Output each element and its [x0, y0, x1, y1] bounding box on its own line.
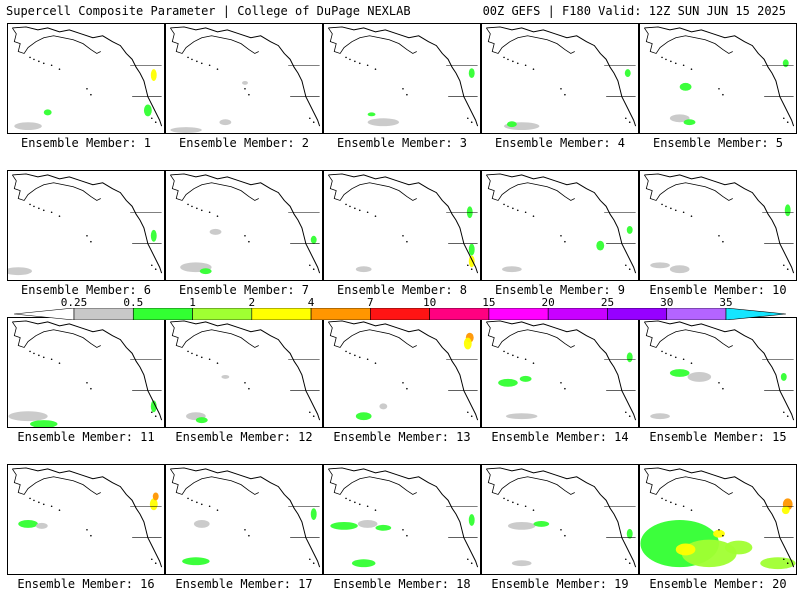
ensemble-member-label: Ensemble Member: 11: [17, 430, 155, 444]
colorbar-segment: [310, 308, 371, 320]
ensemble-map-panel: [165, 23, 323, 134]
colorbar-tick-label: 0.5: [123, 296, 144, 309]
colorbar-tick-label: 25: [600, 296, 615, 309]
colorbar-tick-label: 30: [660, 296, 674, 309]
colorbar-tick-label: 15: [482, 296, 496, 309]
ensemble-map-panel: [7, 464, 165, 575]
colorbar-segment: [14, 308, 75, 320]
ensemble-map-panel: [323, 317, 481, 428]
ensemble-member-label: Ensemble Member: 18: [333, 577, 471, 591]
ensemble-member-label: Ensemble Member: 4: [494, 136, 626, 150]
ensemble-map-panel: [7, 170, 165, 281]
ensemble-map-panel: [481, 317, 639, 428]
ensemble-map-panel: [639, 23, 797, 134]
colorbar-segment: [666, 308, 727, 320]
ensemble-member-label: Ensemble Member: 16: [17, 577, 155, 591]
ensemble-member-label: Ensemble Member: 6: [20, 283, 152, 297]
colorbar-tick-label: 1: [189, 296, 196, 309]
ensemble-member-label: Ensemble Member: 2: [178, 136, 310, 150]
colorbar-tick-label: 4: [307, 296, 315, 309]
colorbar-tick-label: 0.25: [60, 296, 88, 309]
ensemble-map-panel: [639, 464, 797, 575]
ensemble-member-label: Ensemble Member: 10: [649, 283, 787, 297]
ensemble-map-panel: [639, 170, 797, 281]
ensemble-map-panel: [165, 170, 323, 281]
ensemble-member-label: Ensemble Member: 5: [652, 136, 784, 150]
ensemble-member-label: Ensemble Member: 12: [175, 430, 313, 444]
ensemble-map-panel: [165, 464, 323, 575]
ensemble-map-panel: [7, 317, 165, 428]
colorbar-tick-label: 2: [248, 296, 256, 309]
ensemble-map-panel: [323, 170, 481, 281]
colorbar-segment: [488, 308, 549, 320]
ensemble-map-panel: [481, 23, 639, 134]
ensemble-map-panel: [323, 464, 481, 575]
colorbar-segment: [547, 308, 608, 320]
colorbar-tick-label: 7: [367, 296, 374, 309]
colorbar-tick-label: 35: [719, 296, 733, 309]
ensemble-map-panel: [639, 317, 797, 428]
ensemble-member-label: Ensemble Member: 19: [491, 577, 629, 591]
ensemble-member-label: Ensemble Member: 8: [336, 283, 468, 297]
colorbar-segment: [370, 308, 430, 320]
ensemble-member-label: Ensemble Member: 15: [649, 430, 787, 444]
colorbar-segment: [429, 308, 490, 320]
colorbar-segment: [132, 308, 193, 320]
ensemble-member-label: Ensemble Member: 3: [336, 136, 468, 150]
ensemble-member-label: Ensemble Member: 17: [175, 577, 313, 591]
colorbar-segment: [607, 308, 668, 320]
chart-title: Supercell Composite Parameter | College …: [6, 4, 411, 18]
colorbar: [14, 308, 786, 320]
ensemble-map-panel: [165, 317, 323, 428]
ensemble-map-panel: [481, 464, 639, 575]
ensemble-map-panel: [7, 23, 165, 134]
colorbar-tick-label: 20: [541, 296, 555, 309]
colorbar-segment: [725, 308, 786, 320]
colorbar-segment: [73, 308, 134, 320]
ensemble-member-label: Ensemble Member: 1: [20, 136, 152, 150]
run-valid-time: 00Z GEFS | F180 Valid: 12Z SUN JUN 15 20…: [482, 4, 786, 18]
colorbar-segment: [251, 308, 312, 320]
ensemble-member-label: Ensemble Member: 13: [333, 430, 471, 444]
ensemble-member-label: Ensemble Member: 14: [491, 430, 629, 444]
colorbar-segment: [192, 308, 253, 320]
ensemble-map-panel: [323, 23, 481, 134]
ensemble-member-label: Ensemble Member: 7: [178, 283, 310, 297]
colorbar-tick-label: 10: [423, 296, 437, 309]
ensemble-map-panel: [481, 170, 639, 281]
ensemble-member-label: Ensemble Member: 9: [494, 283, 626, 297]
ensemble-member-label: Ensemble Member: 20: [649, 577, 787, 591]
